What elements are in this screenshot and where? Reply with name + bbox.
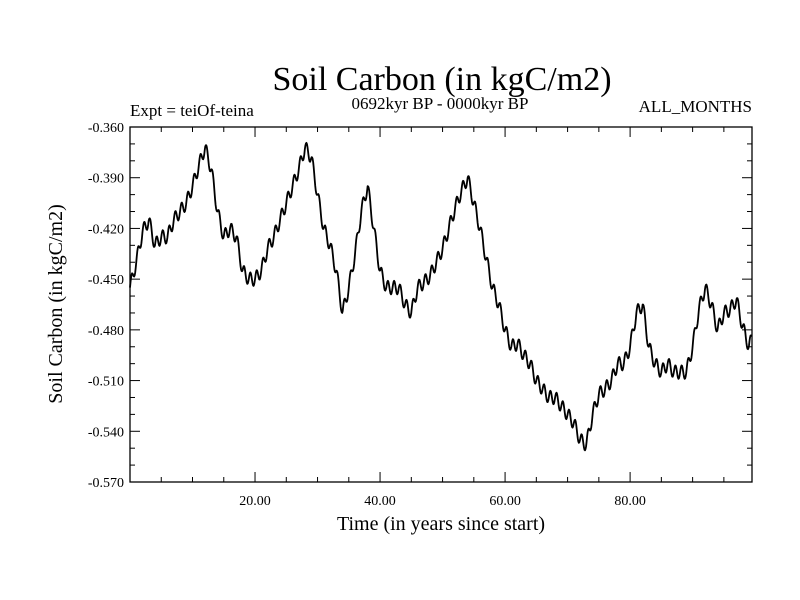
y-axis-label: Soil Carbon (in kgC/m2) bbox=[45, 204, 67, 403]
experiment-label: Expt = teiOf-teina bbox=[130, 101, 254, 120]
x-axis-label: Time (in years since start) bbox=[337, 513, 545, 535]
y-tick-label: -0.540 bbox=[88, 425, 124, 440]
plot-frame bbox=[129, 126, 753, 483]
y-tick-label: -0.570 bbox=[88, 476, 124, 491]
chart-subtitle: 0692kyr BP - 0000kyr BP bbox=[352, 94, 529, 113]
x-tick-label: 80.00 bbox=[614, 494, 646, 509]
y-tick-label: -0.510 bbox=[88, 375, 124, 390]
y-tick-label: -0.390 bbox=[88, 172, 124, 187]
y-tick-labels: -0.360 -0.390 -0.420 -0.450 -0.480 -0.510 -0.5… bbox=[88, 121, 124, 491]
chart-title: Soil Carbon (in kgC/m2) bbox=[272, 61, 611, 98]
y-tick-label: -0.450 bbox=[88, 273, 124, 288]
y-tick-label: -0.360 bbox=[88, 121, 124, 136]
ticks-layer bbox=[130, 126, 752, 483]
months-label: ALL_MONTHS bbox=[639, 97, 752, 116]
y-tick-label: -0.480 bbox=[88, 324, 124, 339]
x-tick-label: 20.00 bbox=[239, 494, 271, 509]
x-tick-labels: 20.00 40.00 60.00 80.00 bbox=[239, 494, 646, 509]
x-tick-label: 60.00 bbox=[489, 494, 521, 509]
y-tick-label: -0.420 bbox=[88, 222, 124, 237]
soil-carbon-series-line bbox=[129, 141, 753, 452]
x-tick-label: 40.00 bbox=[364, 494, 396, 509]
